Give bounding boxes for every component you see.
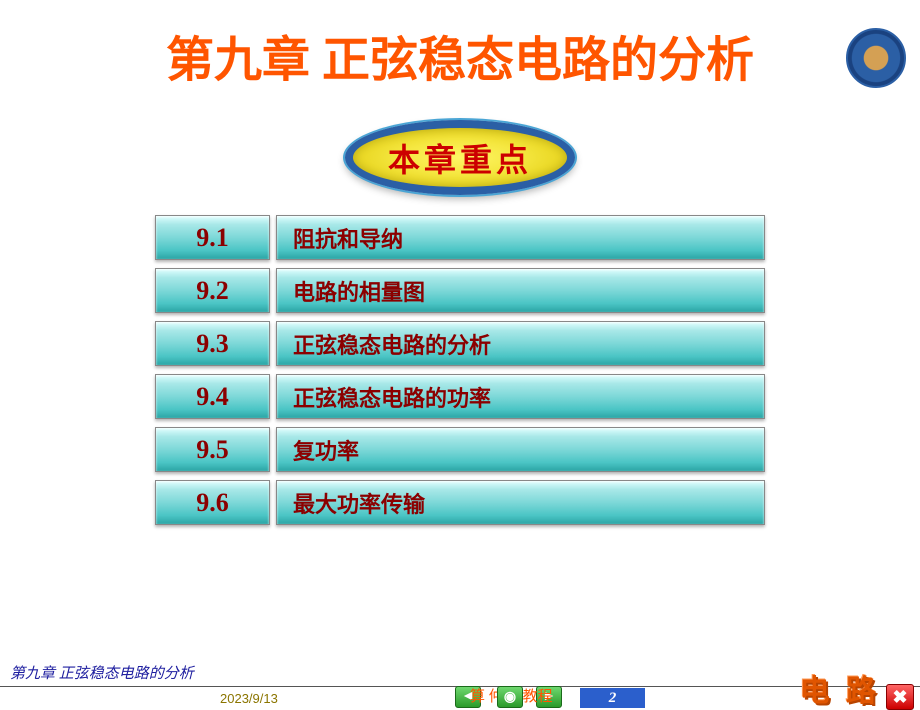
page-number: 2 — [580, 688, 645, 708]
section-number: 9.4 — [155, 374, 270, 419]
university-logo — [846, 28, 906, 88]
breadcrumb: 第九章 正弦稳态电路的分析 — [0, 662, 920, 685]
section-number: 9.5 — [155, 427, 270, 472]
section-number: 9.2 — [155, 268, 270, 313]
section-number: 9.1 — [155, 215, 270, 260]
section-label: 正弦稳态电路的功率 — [276, 374, 765, 419]
section-label: 最大功率传输 — [276, 480, 765, 525]
section-row[interactable]: 9.2 电路的相量图 — [155, 268, 765, 313]
key-points-badge: 本章重点 — [345, 120, 575, 195]
chapter-title: 第九章 正弦稳态电路的分析 — [0, 20, 920, 90]
section-label: 电路的相量图 — [276, 268, 765, 313]
section-row[interactable]: 9.1 阻抗和导纳 — [155, 215, 765, 260]
footer: 第九章 正弦稳态电路的分析 2023/9/13 ◄ ► 算 仲 础教程 ◉ 2 … — [0, 662, 920, 710]
section-label: 复功率 — [276, 427, 765, 472]
section-number: 9.6 — [155, 480, 270, 525]
section-row[interactable]: 9.3 正弦稳态电路的分析 — [155, 321, 765, 366]
sections-list: 9.1 阻抗和导纳 9.2 电路的相量图 9.3 正弦稳态电路的分析 9.4 正… — [155, 215, 765, 525]
section-row[interactable]: 9.4 正弦稳态电路的功率 — [155, 374, 765, 419]
close-button[interactable]: ✖ — [886, 684, 914, 710]
home-button[interactable]: ◉ — [497, 686, 523, 708]
section-row[interactable]: 9.6 最大功率传输 — [155, 480, 765, 525]
section-number: 9.3 — [155, 321, 270, 366]
section-label: 阻抗和导纳 — [276, 215, 765, 260]
date-text: 2023/9/13 — [220, 691, 278, 706]
section-label: 正弦稳态电路的分析 — [276, 321, 765, 366]
section-row[interactable]: 9.5 复功率 — [155, 427, 765, 472]
badge-container: 本章重点 — [0, 120, 920, 195]
footer-logo-text: 电 路 — [800, 666, 880, 710]
